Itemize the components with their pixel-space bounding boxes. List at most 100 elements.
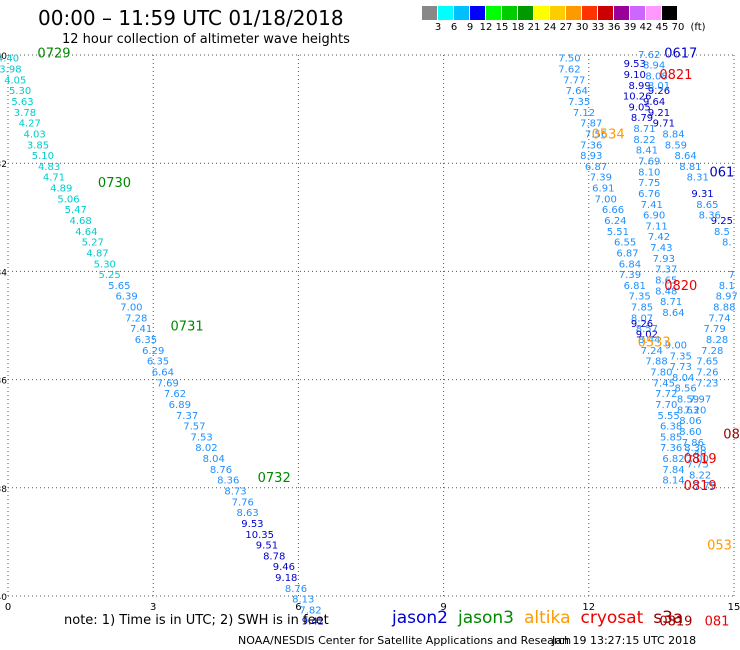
- legend-tick: (ft): [690, 22, 706, 33]
- wave-height-value: 9.46: [273, 562, 295, 573]
- y-tick-label: -38: [0, 485, 7, 495]
- wave-height-value: 9.26: [631, 319, 653, 330]
- wave-height-value: 7.69: [638, 156, 660, 167]
- satellite-legend-item: s3a: [653, 608, 684, 628]
- wave-height-value: 6.24: [604, 216, 626, 227]
- wave-height-value: 7.12: [573, 108, 595, 119]
- legend-tick: 21: [527, 22, 541, 33]
- wave-height-value: 7: [728, 270, 734, 281]
- wave-height-value: 8.71: [660, 297, 682, 308]
- wave-height-value: 5.65: [108, 281, 130, 292]
- wave-height-value: 7.39: [590, 173, 612, 184]
- pass-id-label: 081: [705, 614, 730, 629]
- wave-height-value: 5.10: [32, 151, 54, 162]
- wave-height-value: 6.76: [638, 189, 660, 200]
- wave-height-value: 8.1: [719, 281, 735, 292]
- wave-height-value: 4.89: [50, 184, 72, 195]
- wave-height-value: 8.81: [679, 162, 701, 173]
- legend-tick: 15: [495, 22, 509, 33]
- wave-height-value: 8.06: [679, 416, 701, 427]
- x-tick-label: 6: [295, 602, 301, 613]
- wave-height-value: 7.41: [641, 200, 663, 211]
- wave-height-value: 10.35: [245, 530, 274, 541]
- wave-height-value: 7.70: [655, 400, 677, 411]
- wave-height-value: 4.27: [19, 119, 41, 130]
- wave-height-value: 8.76: [210, 465, 232, 476]
- wave-height-value: 7.62: [558, 65, 580, 76]
- wave-height-value: 5.47: [65, 205, 87, 216]
- wave-height-value: 4.71: [43, 173, 65, 184]
- wave-height-value: 8.78: [263, 551, 285, 562]
- wave-height-value: 9.42: [302, 616, 324, 627]
- legend-swatch: [534, 6, 550, 20]
- wave-height-value: 8.94: [643, 61, 665, 72]
- wave-height-value: 6.38: [660, 422, 682, 433]
- wave-height-value: 8.48: [655, 286, 677, 297]
- wave-height-value: 7.45: [653, 378, 675, 389]
- wave-height-value: 7.00: [120, 303, 142, 314]
- wave-height-value: 9.02: [636, 330, 658, 341]
- wave-height-value: 8.71: [633, 124, 655, 135]
- satellite-legend-item: cryosat: [580, 608, 644, 628]
- wave-height-value: 9.05: [628, 102, 650, 113]
- legend-swatch: [566, 6, 582, 20]
- y-tick-label: -32: [0, 160, 7, 170]
- pass-id-label: 061: [709, 165, 734, 180]
- wave-height-value: 7.73: [670, 362, 692, 373]
- wave-height-value: 7.11: [645, 221, 667, 232]
- page-title: 00:00 – 11:59 UTC 01/18/2018: [38, 6, 344, 30]
- wave-height-value: 7.75: [687, 459, 709, 470]
- color-legend-bar: [422, 6, 678, 20]
- wave-height-value: 9.00: [665, 340, 687, 351]
- wave-height-value: 3.98: [0, 65, 22, 76]
- wave-height-value: 7.80: [650, 367, 672, 378]
- pass-id-label: 08: [723, 428, 740, 443]
- wave-height-value: 7.36: [660, 443, 682, 454]
- wave-height-value: 5.30: [94, 259, 116, 270]
- pass-id-label: 0731: [171, 320, 204, 335]
- wave-height-value: 8.99: [628, 81, 650, 92]
- legend-swatch: [486, 6, 502, 20]
- wave-height-value: 8.60: [679, 427, 701, 438]
- wave-height-value: 7.77: [563, 75, 585, 86]
- wave-height-value: 4.05: [4, 75, 26, 86]
- wave-height-value: 6.35: [147, 357, 169, 368]
- wave-height-value: 7.79: [704, 324, 726, 335]
- wave-height-value: 6.81: [624, 281, 646, 292]
- legend-tick: 36: [607, 22, 621, 33]
- wave-height-value: 5.63: [11, 97, 33, 108]
- legend-tick: 6: [450, 22, 458, 33]
- wave-height-tracks: 4.403.984.055.305.633.784.274.033.855.10…: [0, 50, 738, 627]
- x-tick-label: 0: [5, 602, 11, 613]
- wave-height-value: 6.64: [152, 367, 174, 378]
- wave-height-value: 9.21: [648, 108, 670, 119]
- wave-height-value: 9.64: [643, 97, 665, 108]
- legend-swatch: [630, 6, 646, 20]
- wave-height-value: 9.10: [624, 70, 646, 81]
- wave-height-value: 8.13: [292, 595, 314, 606]
- pass-id-label: 0729: [37, 46, 70, 61]
- legend-swatch: [646, 6, 662, 20]
- wave-height-value: 8.79: [631, 113, 653, 124]
- pass-id-label: 0534: [592, 127, 625, 142]
- wave-height-value: 7.00: [595, 194, 617, 205]
- wave-height-value: 7.75: [638, 178, 660, 189]
- legend-swatch: [662, 6, 678, 20]
- legend-swatch: [550, 6, 566, 20]
- y-tick-label: -36: [0, 377, 7, 387]
- wave-height-value: 8.97: [716, 292, 738, 303]
- legend-swatch: [454, 6, 470, 20]
- wave-height-value: 7.23: [696, 378, 718, 389]
- wave-height-value: 7.85: [631, 303, 653, 314]
- wave-height-value: 9.25: [711, 216, 733, 227]
- wave-height-value: 8.65: [696, 200, 718, 211]
- wave-height-value: 5.85: [660, 432, 682, 443]
- wave-height-value: 4.68: [69, 216, 91, 227]
- wave-height-value: 8.22: [633, 135, 655, 146]
- wave-height-value: 8.57: [636, 324, 658, 335]
- wave-height-value: 8.76: [285, 584, 307, 595]
- wave-height-value: 7.64: [566, 86, 588, 97]
- wave-height-value: 6.91: [592, 184, 614, 195]
- wave-height-value: 7.37: [655, 265, 677, 276]
- wave-height-value: 6.55: [614, 238, 636, 249]
